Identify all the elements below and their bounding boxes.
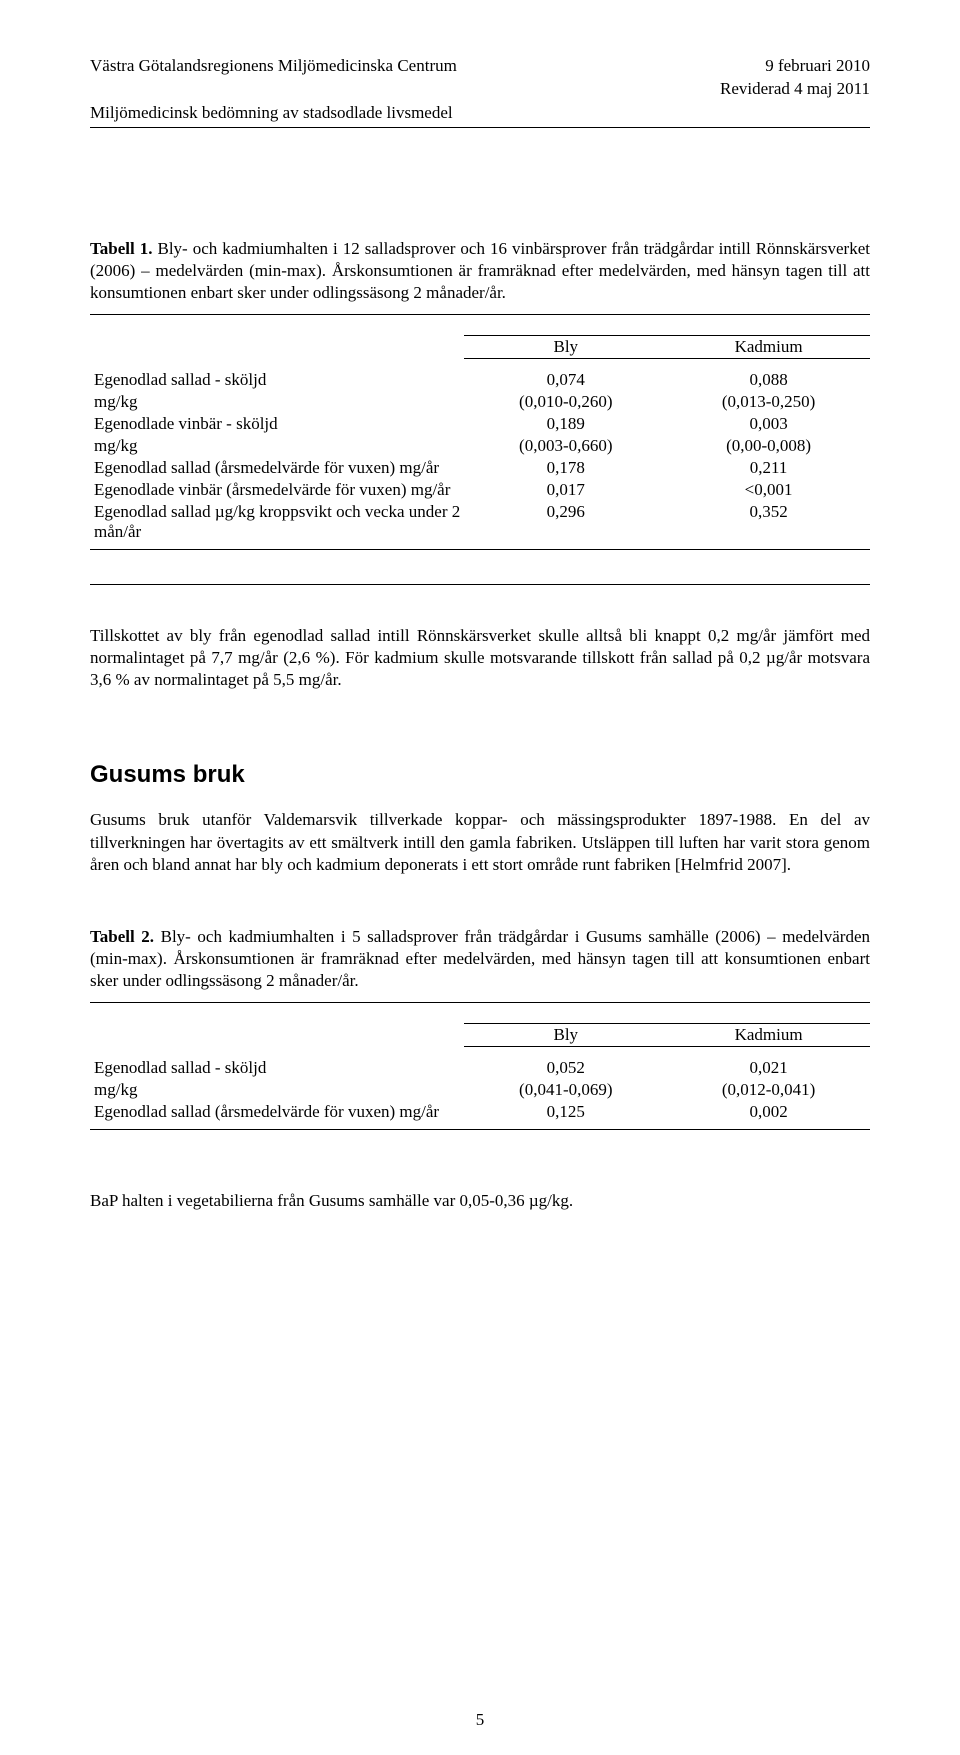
table-row: mg/kg (0,041-0,069) (0,012-0,041): [90, 1079, 870, 1101]
table1-r1-label: Egenodlade vinbär - sköljd: [90, 413, 464, 435]
table1-top-rule: [90, 314, 870, 315]
table2-r0-bly1: 0,052: [464, 1057, 667, 1079]
table-row: Egenodlad sallad (årsmedelvärde för vuxe…: [90, 1101, 870, 1123]
header-date2: Reviderad 4 maj 2011: [720, 78, 870, 101]
table1-r3-kad1: <0,001: [667, 479, 870, 501]
table1-r0-kad2: (0,013-0,250): [667, 391, 870, 413]
table2-caption-label: Tabell 2.: [90, 927, 154, 946]
table2-r1-bly1: 0,125: [464, 1101, 667, 1123]
table-row: Egenodlade vinbär (årsmedelvärde för vux…: [90, 479, 870, 501]
table1-r0-label: Egenodlad sallad - sköljd: [90, 369, 464, 391]
table2-r1-kad1: 0,002: [667, 1101, 870, 1123]
table2-top-rule: [90, 1002, 870, 1003]
table1-r0-bly2: (0,010-0,260): [464, 391, 667, 413]
page-header: Västra Götalandsregionens Miljömedicinsk…: [90, 55, 870, 101]
table1-header-kadmium: Kadmium: [667, 336, 870, 359]
table2-caption: Tabell 2. Bly- och kadmiumhalten i 5 sal…: [90, 926, 870, 992]
paragraph-1: Tillskottet av bly från egenodlad sallad…: [90, 625, 870, 691]
table2: Bly Kadmium Egenodlad sallad - sköljd 0,…: [90, 1023, 870, 1123]
table2-header-empty: [90, 1024, 464, 1047]
header-left: Västra Götalandsregionens Miljömedicinsk…: [90, 55, 457, 101]
table-row: mg/kg (0,010-0,260) (0,013-0,250): [90, 391, 870, 413]
header-subtitle: Miljömedicinsk bedömning av stadsodlade …: [90, 103, 870, 123]
table1-caption: Tabell 1. Bly- och kadmiumhalten i 12 sa…: [90, 238, 870, 304]
table1-header-empty: [90, 336, 464, 359]
table-row: Egenodlad sallad - sköljd 0,074 0,088: [90, 369, 870, 391]
page-number: 5: [0, 1710, 960, 1730]
table2-r0-label2: mg/kg: [90, 1079, 464, 1101]
table1-r4-label: Egenodlad sallad µg/kg kroppsvikt och ve…: [90, 501, 464, 543]
table1-r3-bly1: 0,017: [464, 479, 667, 501]
table1-r1-kad1: 0,003: [667, 413, 870, 435]
header-right: 9 februari 2010 Reviderad 4 maj 2011: [720, 55, 870, 101]
table2-header-bly: Bly: [464, 1024, 667, 1047]
table1-r1-bly2: (0,003-0,660): [464, 435, 667, 457]
table2-r1-label: Egenodlad sallad (årsmedelvärde för vuxe…: [90, 1101, 464, 1123]
table1-r4-kad1: 0,352: [667, 501, 870, 543]
table1: Bly Kadmium Egenodlad sallad - sköljd 0,…: [90, 335, 870, 543]
table2-r0-label: Egenodlad sallad - sköljd: [90, 1057, 464, 1079]
table1-caption-text: Bly- och kadmiumhalten i 12 salladsprove…: [90, 239, 870, 302]
table1-header-bly: Bly: [464, 336, 667, 359]
table-row: Egenodlad sallad µg/kg kroppsvikt och ve…: [90, 501, 870, 543]
header-org: Västra Götalandsregionens Miljömedicinsk…: [90, 55, 457, 78]
table1-r1-kad2: (0,00-0,008): [667, 435, 870, 457]
table2-r0-kad1: 0,021: [667, 1057, 870, 1079]
table-row: Egenodlad sallad (årsmedelvärde för vuxe…: [90, 457, 870, 479]
section2-paragraph: Gusums bruk utanför Valdemarsvik tillver…: [90, 809, 870, 875]
table1-r4-bly1: 0,296: [464, 501, 667, 543]
table1-r2-label: Egenodlad sallad (årsmedelvärde för vuxe…: [90, 457, 464, 479]
document-page: Västra Götalandsregionens Miljömedicinsk…: [0, 0, 960, 1755]
table-row: mg/kg (0,003-0,660) (0,00-0,008): [90, 435, 870, 457]
table-row: Egenodlade vinbär - sköljd 0,189 0,003: [90, 413, 870, 435]
table1-r1-bly1: 0,189: [464, 413, 667, 435]
table1-r3-label: Egenodlade vinbär (årsmedelvärde för vux…: [90, 479, 464, 501]
paragraph-2: BaP halten i vegetabilierna från Gusums …: [90, 1190, 870, 1212]
section2-title: Gusums bruk: [90, 761, 870, 789]
table1-r0-label2: mg/kg: [90, 391, 464, 413]
table2-caption-text: Bly- och kadmiumhalten i 5 salladsprover…: [90, 927, 870, 990]
table2-r0-bly2: (0,041-0,069): [464, 1079, 667, 1101]
table-row: Egenodlad sallad - sköljd 0,052 0,021: [90, 1057, 870, 1079]
table1-r2-kad1: 0,211: [667, 457, 870, 479]
table2-header-kadmium: Kadmium: [667, 1024, 870, 1047]
table1-r2-bly1: 0,178: [464, 457, 667, 479]
table1-r1-label2: mg/kg: [90, 435, 464, 457]
header-date1: 9 februari 2010: [720, 55, 870, 78]
table1-caption-label: Tabell 1.: [90, 239, 152, 258]
table1-r0-kad1: 0,088: [667, 369, 870, 391]
table1-r0-bly1: 0,074: [464, 369, 667, 391]
table2-r0-kad2: (0,012-0,041): [667, 1079, 870, 1101]
